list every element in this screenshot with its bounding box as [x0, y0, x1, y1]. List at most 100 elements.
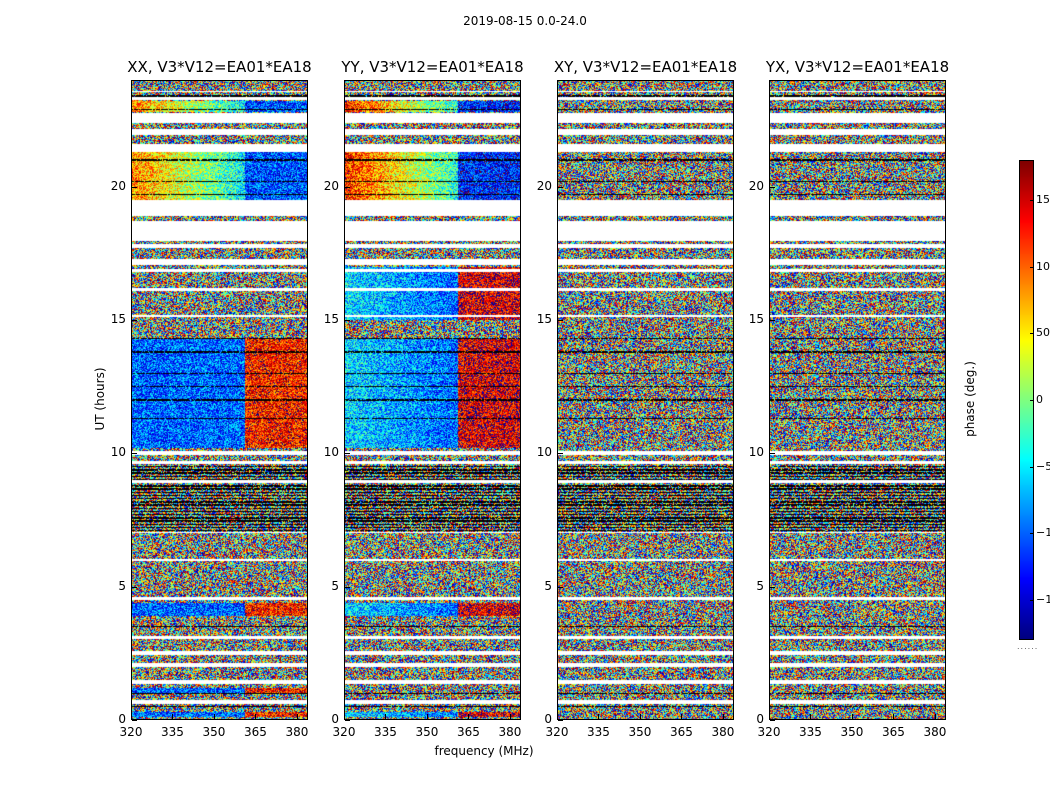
y-tick-label: 10 — [536, 445, 552, 460]
colorbar-tick-mark — [1030, 333, 1034, 335]
colorbar-tick-mark — [1030, 200, 1034, 201]
x-tick-mark — [810, 714, 812, 719]
colorbar-tick-mark — [1030, 400, 1034, 401]
x-tick-mark — [296, 714, 298, 719]
x-tick-mark — [255, 714, 257, 719]
x-tick-label: 350 — [628, 725, 652, 739]
panel-title-xy: XY, V3*V12=EA01*EA18 — [553, 58, 738, 76]
x-tick-mark — [509, 714, 511, 719]
y-tick-mark — [770, 453, 775, 455]
y-axis-label: UT (hours) — [93, 367, 107, 431]
y-tick-label: 5 — [544, 578, 552, 593]
y-tick-mark — [132, 320, 137, 321]
x-tick-label: 350 — [840, 725, 864, 739]
x-tick-label: 350 — [202, 725, 226, 739]
y-tick-label: 0 — [331, 712, 339, 726]
x-tick-label: 380 — [285, 725, 309, 739]
x-tick-mark — [172, 714, 174, 719]
y-tick-label: 5 — [118, 578, 126, 593]
x-tick-label: 380 — [498, 725, 522, 739]
y-tick-label: 0 — [756, 712, 764, 726]
y-tick-label: 20 — [110, 178, 126, 193]
y-tick-label: 20 — [323, 178, 339, 193]
x-tick-mark — [722, 714, 724, 719]
y-tick-mark — [558, 453, 563, 455]
y-tick-label: 5 — [331, 578, 339, 593]
heatmap-image-yy — [344, 80, 521, 720]
x-tick-mark — [598, 714, 600, 719]
panel-title-yx: YX, V3*V12=EA01*EA18 — [765, 58, 950, 76]
x-tick-mark — [468, 714, 470, 719]
y-tick-mark — [345, 720, 350, 721]
x-tick-label: 320 — [332, 725, 356, 739]
y-tick-mark — [770, 586, 775, 588]
heatmap-panel-yy — [344, 80, 521, 720]
y-tick-mark — [132, 453, 137, 455]
y-tick-mark — [132, 720, 137, 721]
colorbar-tick-label: 50 — [1036, 326, 1050, 340]
x-tick-mark — [893, 714, 895, 719]
y-tick-label: 15 — [110, 312, 126, 326]
y-tick-mark — [132, 186, 137, 188]
x-tick-label: 365 — [244, 725, 267, 739]
y-tick-mark — [770, 186, 775, 188]
colorbar-tick-label: 150 — [1036, 193, 1050, 206]
heatmap-image-yx — [769, 80, 946, 720]
x-tick-mark — [557, 714, 558, 719]
heatmap-panel-xy — [557, 80, 734, 720]
x-tick-mark — [769, 714, 770, 719]
panel-title-yy: YY, V3*V12=EA01*EA18 — [341, 58, 524, 76]
colorbar-tick-label: −100 — [1036, 526, 1050, 540]
y-tick-mark — [770, 720, 775, 721]
x-tick-label: 380 — [923, 725, 947, 739]
panel-title-xx: XX, V3*V12=EA01*EA18 — [127, 58, 312, 76]
x-tick-mark — [344, 714, 345, 719]
x-tick-mark — [213, 714, 215, 719]
figure-suptitle: 2019-08-15 0.0-24.0 — [463, 14, 587, 28]
colorbar-label: phase (deg.) — [963, 361, 977, 437]
y-tick-label: 10 — [323, 445, 339, 460]
y-tick-label: 10 — [748, 445, 764, 460]
y-tick-mark — [558, 320, 563, 321]
colorbar-tick-label: 100 — [1036, 259, 1050, 273]
y-tick-label: 20 — [536, 178, 552, 193]
x-tick-mark — [934, 714, 936, 719]
x-tick-label: 335 — [587, 725, 610, 739]
y-tick-mark — [558, 586, 563, 588]
heatmap-panel-yx — [769, 80, 946, 720]
x-tick-label: 365 — [882, 725, 905, 739]
x-tick-label: 380 — [711, 725, 735, 739]
y-tick-mark — [558, 720, 563, 721]
colorbar-tick-label: 0 — [1036, 393, 1043, 406]
y-tick-label: 0 — [544, 712, 552, 726]
colorbar-footer: ...... — [1017, 642, 1039, 651]
y-tick-mark — [345, 453, 350, 455]
x-tick-label: 365 — [670, 725, 693, 739]
y-tick-mark — [345, 586, 350, 588]
y-tick-label: 5 — [756, 578, 764, 593]
x-tick-mark — [426, 714, 428, 719]
colorbar-tick-label: −50 — [1036, 459, 1050, 473]
colorbar-tick-mark — [1030, 266, 1034, 268]
y-tick-mark — [345, 186, 350, 188]
y-tick-label: 15 — [748, 312, 764, 326]
y-tick-mark — [345, 320, 350, 321]
x-tick-label: 350 — [415, 725, 439, 739]
x-tick-label: 335 — [799, 725, 822, 739]
y-tick-label: 15 — [323, 312, 339, 326]
y-tick-label: 15 — [536, 312, 552, 326]
x-tick-mark — [385, 714, 387, 719]
y-tick-label: 20 — [748, 178, 764, 193]
x-tick-label: 365 — [457, 725, 480, 739]
y-tick-label: 10 — [110, 445, 126, 460]
y-tick-mark — [558, 186, 563, 188]
y-tick-mark — [770, 320, 775, 321]
x-tick-mark — [681, 714, 683, 719]
x-axis-label: frequency (MHz) — [434, 744, 534, 758]
x-tick-mark — [131, 714, 132, 719]
colorbar-tick-mark — [1030, 600, 1034, 601]
x-tick-label: 320 — [545, 725, 569, 739]
x-tick-label: 335 — [161, 725, 184, 739]
x-tick-label: 320 — [757, 725, 781, 739]
